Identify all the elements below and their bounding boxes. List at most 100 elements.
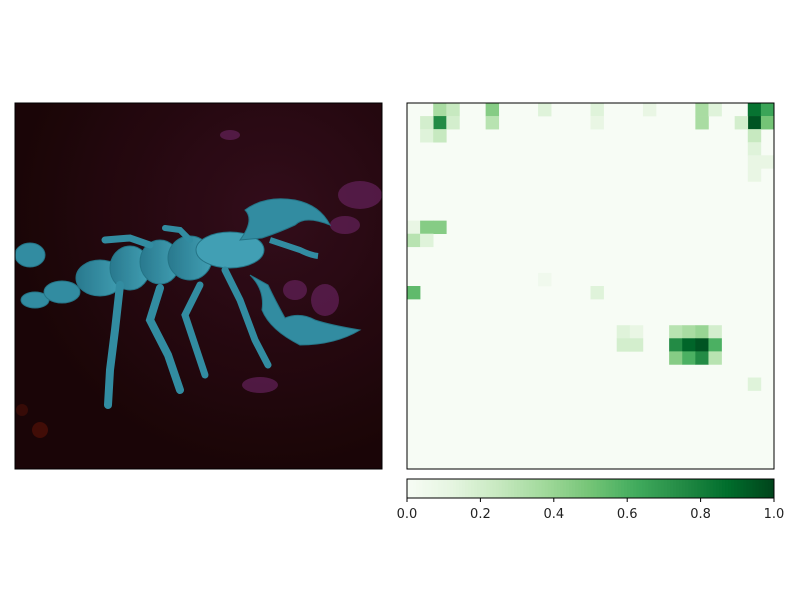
colorbar-segment [510, 479, 515, 498]
colorbar-segment [660, 479, 665, 498]
colorbar-segment [486, 479, 491, 498]
heatmap-cell [485, 116, 500, 130]
colorbar-segment [507, 479, 512, 498]
colorbar-segment [566, 479, 570, 498]
colorbar-segment [489, 479, 494, 498]
colorbar-segment [578, 479, 582, 498]
colorbar-segment [639, 479, 643, 498]
heatmap-cell [669, 325, 683, 339]
colorbar-segment [648, 479, 653, 498]
colorbar-segment [437, 479, 442, 498]
heatmap-cell [747, 103, 762, 117]
heatmap-cell [747, 142, 762, 156]
scorpion [15, 198, 362, 409]
colorbar-segment [596, 479, 601, 498]
heatmap-cell [590, 286, 604, 300]
colorbar-segment [700, 479, 705, 498]
colorbar-segment [495, 479, 500, 498]
colorbar-segment [740, 479, 744, 498]
colorbar-segment [474, 479, 478, 498]
colorbar-segment [431, 479, 436, 498]
colorbar-segment [593, 479, 598, 498]
colorbar-segment [670, 479, 674, 498]
colorbar-segment [514, 479, 518, 498]
heatmap-cell [433, 116, 447, 130]
colorbar: 0.0 0.2 0.4 0.6 0.8 1.0 [397, 478, 784, 522]
heatmap-cell [590, 103, 604, 117]
heatmap-cell [695, 325, 709, 339]
colorbar-segment [547, 479, 552, 498]
colorbar-segment [761, 479, 766, 498]
heatmap-cell [616, 325, 631, 339]
heatmap-cell [747, 116, 762, 130]
heatmap-cell [682, 325, 696, 339]
colorbar-segment [630, 479, 634, 498]
colorbar-segment [575, 479, 579, 498]
heatmap-cell [708, 351, 722, 365]
heatmap-cell [747, 129, 762, 143]
colorbar-segment [712, 479, 717, 498]
colorbar-segment [483, 479, 488, 498]
colorbar-segment [614, 479, 619, 498]
colorbar-segment [434, 479, 439, 498]
colorbar-segment [767, 479, 772, 498]
colorbar-segment [584, 479, 588, 498]
colorbar-segment [572, 479, 576, 498]
heatmap-cell [708, 338, 722, 352]
foliage [16, 130, 382, 438]
heatmap-cells [407, 103, 775, 391]
colorbar-segment [663, 479, 668, 498]
heatmap-cell [433, 129, 447, 143]
heatmap-cell [420, 116, 434, 130]
photo-frame [14, 102, 383, 470]
colorbar-segment [452, 479, 457, 498]
heatmap-cell [747, 168, 762, 182]
colorbar-segment [443, 479, 448, 498]
colorbar-segment [501, 479, 506, 498]
colorbar-segment [425, 479, 429, 498]
heatmap-cell [616, 338, 631, 352]
colorbar-segment [682, 479, 686, 498]
colorbar-segment [449, 479, 454, 498]
heatmap-cell [420, 233, 434, 248]
colorbar-segment [688, 479, 692, 498]
colorbar-tick-label: 0.8 [690, 507, 711, 522]
colorbar-segment [636, 479, 640, 498]
colorbar-segment [535, 479, 540, 498]
colorbar-segment [685, 479, 689, 498]
colorbar-segment [407, 479, 411, 498]
colorbar-segment [715, 479, 720, 498]
colorbar-segment [709, 479, 714, 498]
colorbar-segment [517, 479, 521, 498]
colorbar-segment [587, 479, 591, 498]
heatmap-cell [682, 351, 696, 365]
colorbar-segment [526, 479, 530, 498]
heatmap-cell [760, 155, 775, 169]
heatmap-frame [406, 102, 775, 470]
colorbar-tick-label: 0.0 [397, 507, 418, 522]
colorbar-segment [743, 479, 747, 498]
heatmap-cell [538, 103, 552, 117]
colorbar-segment [581, 479, 585, 498]
colorbar-segment [749, 479, 754, 498]
colorbar-segment [651, 479, 656, 498]
heatmap-cell [695, 116, 709, 130]
colorbar-segment [608, 479, 613, 498]
colorbar-segment [706, 479, 711, 498]
colorbar-segment [758, 479, 763, 498]
colorbar-segment [657, 479, 662, 498]
colorbar-segment [666, 479, 671, 498]
colorbar-segment [703, 479, 708, 498]
heatmap-cell [446, 103, 460, 117]
colorbar-segment [569, 479, 573, 498]
colorbar-segment [722, 479, 726, 498]
colorbar-segment [627, 479, 631, 498]
colorbar-segment [728, 479, 732, 498]
colorbar-segment [624, 479, 628, 498]
colorbar-segment [477, 479, 481, 498]
heatmap-cell [642, 103, 657, 117]
heatmap-cell [708, 325, 722, 339]
heatmap-cell [629, 338, 644, 352]
attribution-heatmap [406, 102, 775, 470]
